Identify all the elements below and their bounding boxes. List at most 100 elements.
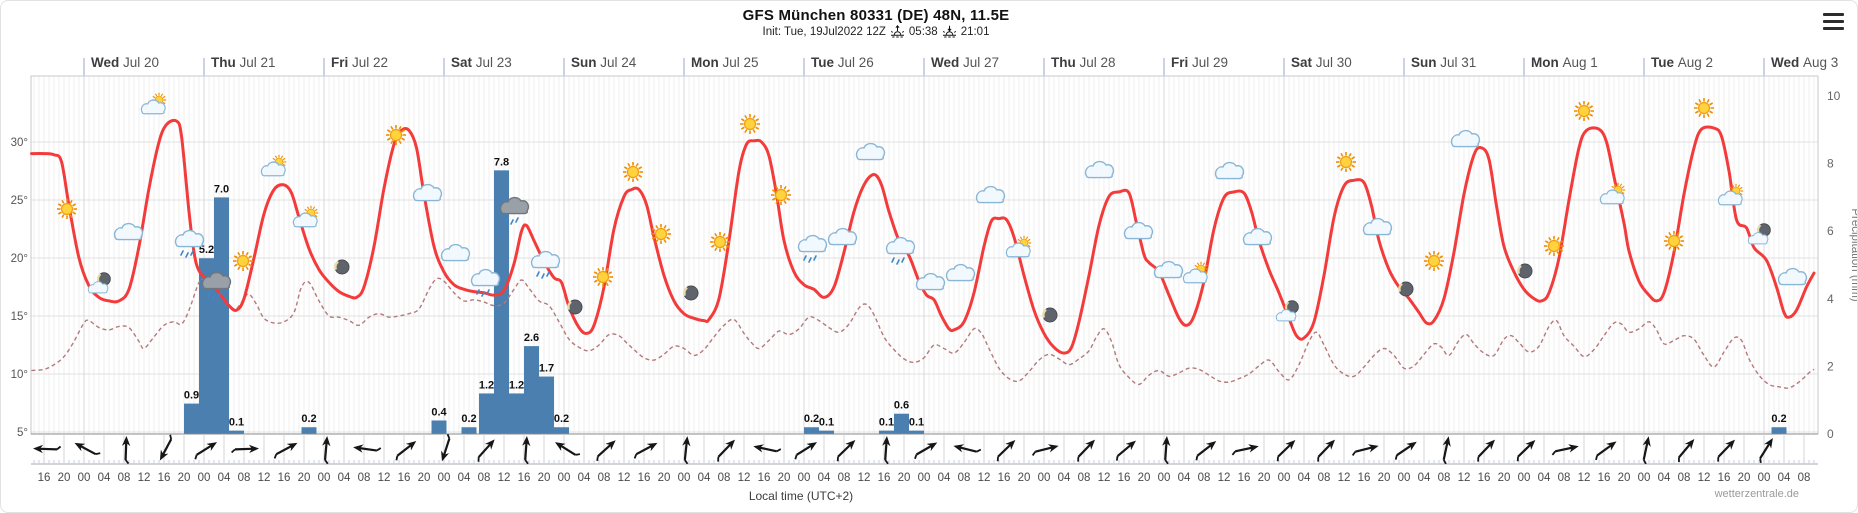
wind-arrow-tail xyxy=(1276,456,1279,462)
wind-arrow-tail xyxy=(1551,450,1556,456)
hour-label: 12 xyxy=(618,472,631,484)
sun-ray xyxy=(1548,251,1552,256)
moon-crescent xyxy=(567,301,572,310)
wind-arrow xyxy=(1442,436,1451,465)
wind-arrow xyxy=(1717,439,1736,462)
day-label: Wed Jul 27 xyxy=(931,55,999,70)
rain-drop xyxy=(486,289,490,295)
suncloud-icon xyxy=(1182,261,1209,284)
menu-bar xyxy=(1823,13,1844,17)
chart-header: GFS München 80331 (DE) 48N, 11.5E Init: … xyxy=(1,7,1751,38)
hour-label: 00 xyxy=(678,472,691,484)
precip-bar-label: 0.1 xyxy=(909,417,924,429)
wind-arrow-head xyxy=(1248,444,1259,453)
wind-arrow xyxy=(1231,444,1259,456)
precip-bar xyxy=(879,430,894,434)
cloud-icon xyxy=(1777,267,1808,286)
cloud-shape xyxy=(201,271,232,290)
wind-arrow-head xyxy=(286,442,298,452)
moon-icon xyxy=(683,285,699,301)
wind-arrow-tail xyxy=(477,457,480,462)
hour-label: 04 xyxy=(458,472,471,484)
sunrise-time: 05:38 xyxy=(908,25,938,38)
menu-button[interactable] xyxy=(1823,13,1844,30)
wind-arrow-head xyxy=(1684,439,1695,450)
precip-bar-label: 0.6 xyxy=(894,400,909,412)
wind-arrow xyxy=(477,439,495,462)
cloud-shape xyxy=(470,268,501,287)
hour-label: 08 xyxy=(1318,472,1331,484)
sun-ray xyxy=(248,255,253,259)
hour-label: 00 xyxy=(1158,472,1171,484)
temp-tick-label: 25° xyxy=(11,195,28,207)
rain-drop xyxy=(185,252,189,258)
rain-drop xyxy=(190,250,194,256)
wind-arrow-head xyxy=(845,439,856,450)
hour-label: 20 xyxy=(418,472,431,484)
sun-ray xyxy=(744,129,748,134)
wind-arrow-tail xyxy=(1595,455,1598,461)
sunset-icon xyxy=(942,25,956,38)
hour-label: 00 xyxy=(198,472,211,484)
wind-arrow-shaft xyxy=(124,439,128,461)
cloud-shape xyxy=(915,272,946,291)
sun-ray xyxy=(638,166,643,170)
cloud-shape xyxy=(1275,309,1297,322)
hour-label: 04 xyxy=(1538,472,1551,484)
precip-bar-label: 0.2 xyxy=(804,413,819,425)
cloud-shape xyxy=(1717,190,1743,206)
wind-arrow-shaft xyxy=(756,446,777,453)
sun-ray xyxy=(710,236,715,240)
hour-label: 08 xyxy=(1078,472,1091,484)
rain-drop xyxy=(536,271,540,277)
moon-icon xyxy=(1042,307,1058,323)
sun-ray xyxy=(306,206,310,210)
cloud-shape xyxy=(113,222,144,241)
wind-arrow-shaft xyxy=(635,443,655,456)
sun-ray xyxy=(744,114,748,119)
hour-label: 08 xyxy=(1798,472,1811,484)
hour-label: 08 xyxy=(838,472,851,484)
moon-icon xyxy=(567,299,583,315)
wind-arrow-head xyxy=(646,442,658,452)
wind-arrow-shaft xyxy=(884,439,888,461)
sun-ray xyxy=(1664,243,1669,247)
wind-arrow-head xyxy=(806,442,818,451)
hour-label: 16 xyxy=(518,472,531,484)
day-label: Mon Aug 1 xyxy=(1531,55,1598,70)
wind-arrow-head xyxy=(1406,441,1417,451)
wind-arrow xyxy=(1276,439,1296,462)
sun-disc xyxy=(713,235,727,249)
wind-arrow-head xyxy=(353,444,364,453)
wind-arrow-tail xyxy=(776,448,782,453)
hour-label: 20 xyxy=(1378,472,1391,484)
sunset-time: 21:01 xyxy=(960,25,990,38)
sun-icon xyxy=(233,251,253,271)
sun-ray xyxy=(1668,246,1672,251)
wind-arrow xyxy=(996,439,1016,462)
sun-ray xyxy=(1204,270,1208,274)
wind-arrow-tail xyxy=(684,459,689,465)
wind-arrow-head xyxy=(248,444,259,454)
sun-disc xyxy=(389,128,403,142)
sun-ray xyxy=(1204,264,1208,268)
wind-arrow-shaft xyxy=(1196,442,1214,457)
hour-label: 16 xyxy=(638,472,651,484)
wind-arrow-tail xyxy=(1351,451,1357,456)
wind-arrow xyxy=(159,434,173,461)
wind-arrow-shaft xyxy=(524,439,528,461)
hour-label: 04 xyxy=(698,472,711,484)
sun-ray xyxy=(714,247,718,252)
wind-arrow-shaft xyxy=(1116,442,1134,457)
rain-drop xyxy=(515,217,519,223)
precip-bar xyxy=(539,376,554,434)
wind-arrow-shaft xyxy=(796,443,815,456)
sun-ray xyxy=(663,239,667,244)
sun-ray xyxy=(152,95,156,99)
sun-disc xyxy=(1427,254,1441,268)
rain-drop xyxy=(505,217,509,223)
precip-bar-label: 0.4 xyxy=(431,406,447,418)
hour-label: 00 xyxy=(798,472,811,484)
